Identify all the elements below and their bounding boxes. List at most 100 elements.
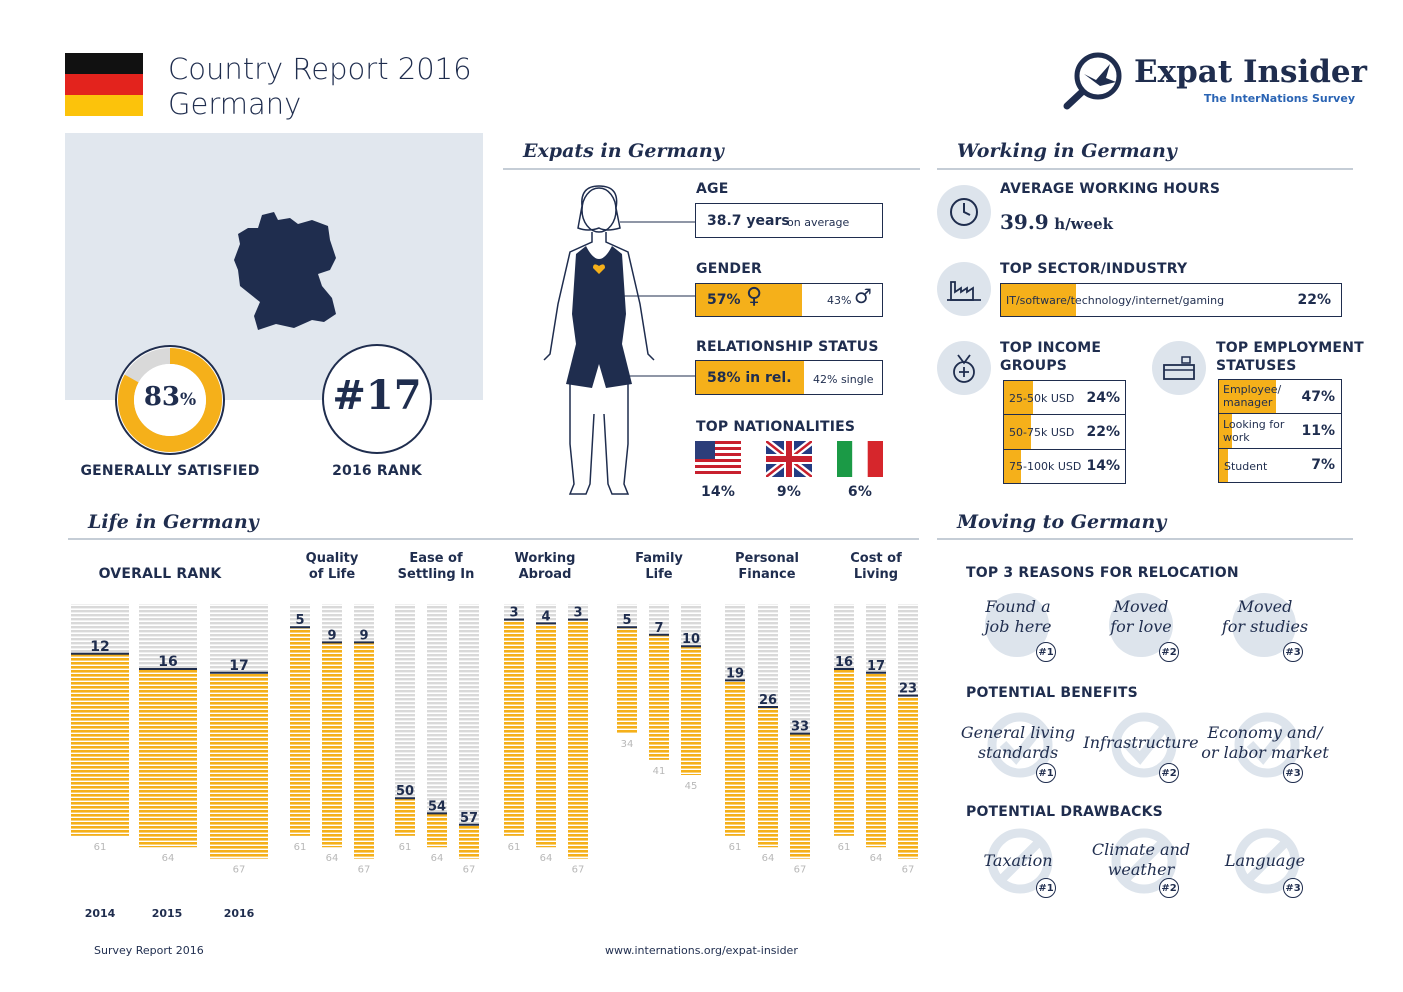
reason-3-badge: #3 [1283,642,1303,662]
cat-label-quality-of-life-line-1: Quality [305,551,359,566]
employment-row-2: Looking for work 11% [1219,414,1341,449]
cat-2-bar-3-track [459,604,479,859]
cat-2-bar-1-total-label: 61 [399,842,412,853]
nationality-pct-1: 14% [700,484,736,500]
employment-row-2-pct: 11% [1301,423,1335,439]
rank-value: #17 [332,372,422,419]
year-label-2014: 2014 [84,907,116,920]
logo-subtitle: The InterNations Survey [1203,92,1355,105]
income-row-2-fill [1004,415,1031,449]
drawback-1-prohibited-icon [987,828,1053,894]
working-divider [937,168,1353,170]
cat-label-family-life-line-1: Family [635,551,683,566]
rank-circle: #17 [322,344,432,454]
footer-left: Survey Report 2016 [94,944,204,957]
drawback-1-line-1: Taxation [983,851,1053,870]
satisfied-label: GENERALLY SATISFIED [80,463,260,479]
income-row-2-pct: 22% [1086,424,1120,440]
benefit-3-check-icon [1234,712,1300,778]
hours-value-row: 39.9 h/week [1000,210,1113,234]
cat-6-bar-2-fill [866,672,886,848]
income-label-line-2: GROUPS [1000,358,1068,374]
drawback-1-text: Taxation [958,851,1078,871]
title-line-2: Germany [168,87,302,121]
age-suffix: on average [787,216,850,229]
drawback-3-line-1: Language [1224,851,1306,870]
overall-rank-label: OVERALL RANK [98,566,222,582]
cat-4-bar-3-rank-label: 10 [682,632,700,647]
cat-label-personal-finance-line-2: Finance [738,567,796,582]
cat-label-family-life-line-2: Life [645,567,673,582]
employment-row-3-name: Student [1224,460,1268,473]
satisfaction-donut: 83% [114,344,226,456]
drawback-3-prohibited-icon [1234,828,1300,894]
cat-2-bar-3-total-label: 67 [463,865,476,876]
cat-6-bar-2-total-label: 64 [870,853,883,864]
reason-3-line-1: Moved [1237,597,1293,616]
cat-1-bar-3-rank-label: 9 [359,628,368,643]
cat-label-quality-of-life: Quality of Life [282,551,382,583]
rank-label: 2016 RANK [332,463,422,479]
overall-bar-3-rank-label: 17 [229,658,248,674]
reasons-label: TOP 3 REASONS FOR RELOCATION [966,565,1239,581]
footer-link[interactable]: www.internations.org/expat-insider [605,944,798,957]
benefit-1-check-icon [987,712,1053,778]
employment-row-2-fill [1219,414,1233,448]
income-label-line-1: TOP INCOME [1000,340,1102,356]
overall-bar-1-total-label: 61 [94,842,107,853]
cat-6-bar-3-total-label: 67 [902,865,915,876]
benefit-1-badge: #1 [1036,763,1056,783]
cat-label-working-abroad-line-1: Working [514,551,576,566]
medal-icon [937,341,991,395]
cat-label-cost-of-living-line-1: Cost of [850,551,902,566]
cat-3-bar-2-rank-label: 4 [541,609,550,624]
cat-4-bar-1-fill [617,627,637,734]
benefit-2-text: Infrastructure [1081,733,1201,753]
cat-4-bar-2-total-label: 41 [653,766,666,777]
cat-2-bar-3-rank-label: 57 [460,811,478,826]
cat-4-bar-2-rank-label: 7 [654,621,663,636]
germany-map-icon [234,212,336,330]
cat-2-bar-3-fill [459,824,479,859]
cat-5-bar-3-total-label: 67 [794,865,807,876]
drawback-1-badge: #1 [1036,878,1056,898]
drawback-2-line-2: weather [1107,860,1175,879]
relationship-box: 58% in rel. 42% single [695,360,883,395]
female-pct: 57% [707,292,741,308]
uk-flag-icon [766,441,812,477]
cat-6-bar-3-rank-label: 23 [899,682,917,697]
cat-1-bar-1-rank-label: 5 [295,613,304,628]
cat-1-bar-2-rank-label: 9 [327,628,336,643]
cat-5-bar-1-fill [725,680,745,836]
rank-bar-chart: 1261166417675619649675061546457673614643… [71,604,918,876]
overall-bar-2-total-label: 64 [162,853,175,864]
cat-4-bar-3-fill [681,646,701,775]
cat-6-bar-3-fill [898,695,918,859]
cat-1-bar-1-total-label: 61 [294,842,307,853]
cat-6-bar-1-rank-label: 16 [835,655,853,670]
cat-5-bar-2-rank-label: 26 [759,693,777,708]
cat-2-bar-1-fill [395,798,415,836]
overall-bar-3-total-label: 67 [233,865,246,876]
income-row-3: 75-100k USD 14% [1004,450,1125,483]
overall-bar-3-fill [210,672,268,859]
sector-name: IT/software/technology/internet/gaming [1006,294,1225,307]
cat-3-bar-1-rank-label: 3 [509,606,518,621]
cat-6-bar-1-total-label: 61 [838,842,851,853]
gender-label: GENDER [696,261,762,277]
cat-4-bar-2-fill [649,634,669,760]
reason-1-badge: #1 [1036,642,1056,662]
single-value: 42% single [813,373,874,386]
desk-icon [1152,341,1206,395]
nationality-pct-2: 9% [776,484,802,500]
cat-1-bar-3-fill [354,642,374,859]
benefit-3-text: Economy and/or labor market [1200,723,1330,763]
drawback-2-line-1: Climate and [1091,840,1191,859]
cat-1-bar-2-total-label: 64 [326,853,339,864]
income-row-1-fill [1004,381,1034,414]
working-section-title: Working in Germany [957,140,1177,162]
employment-row-1-name-line-1: Employee/ [1223,383,1282,396]
employment-label-line-2: STATUSES [1216,358,1297,374]
benefit-3-badge: #3 [1283,763,1303,783]
year-label-2015: 2015 [151,907,183,920]
